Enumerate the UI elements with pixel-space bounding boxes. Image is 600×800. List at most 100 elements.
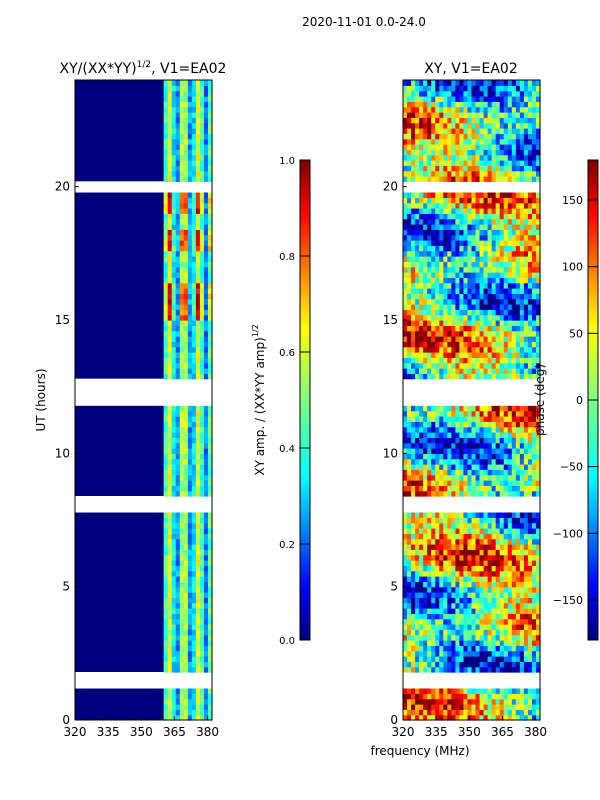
- phase-cell: [487, 229, 493, 236]
- phase-cell: [527, 368, 533, 374]
- phase-cell: [483, 336, 489, 342]
- phase-cell: [535, 464, 541, 470]
- phase-cell: [435, 533, 440, 540]
- phase-cell: [407, 144, 412, 150]
- phase-cell: [519, 624, 525, 630]
- phase-cell: [407, 469, 412, 476]
- phase-cell: [451, 442, 456, 449]
- phase-cell: [439, 90, 444, 97]
- amp-ratio-cell: [171, 352, 177, 358]
- phase-cell: [463, 624, 469, 630]
- amp-ratio-cell: [191, 149, 197, 156]
- amp-ratio-cell: [203, 213, 209, 220]
- amp-ratio-cell: [167, 512, 173, 518]
- phase-cell: [403, 272, 408, 278]
- phase-cell: [411, 309, 416, 316]
- phase-cell: [471, 218, 477, 225]
- phase-cell: [503, 277, 509, 284]
- phase-cell: [427, 437, 432, 444]
- phase-cell: [455, 202, 461, 209]
- amp-ratio-cell: [207, 597, 213, 604]
- amp-ratio-cell: [203, 357, 209, 364]
- phase-cell: [479, 170, 485, 177]
- phase-cell: [431, 101, 436, 108]
- phase-cell: [475, 522, 481, 529]
- phase-cell: [483, 96, 489, 102]
- phase-cell: [483, 320, 489, 326]
- phase-cell: [495, 469, 501, 476]
- phase-cell: [435, 362, 440, 369]
- amp-ratio-cell: [163, 277, 169, 284]
- phase-cell: [499, 309, 505, 316]
- phase-cell: [499, 618, 505, 625]
- phase-cell: [483, 698, 489, 705]
- phase-cell: [507, 154, 513, 161]
- phase-cell: [459, 96, 465, 102]
- phase-cell: [435, 458, 440, 465]
- phase-cell: [403, 618, 408, 625]
- amp-ratio-cell: [171, 448, 177, 454]
- amp-ratio-cell: [187, 458, 193, 465]
- phase-cell: [507, 197, 513, 204]
- phase-cell: [467, 688, 473, 694]
- phase-cell: [423, 117, 428, 124]
- phase-cell: [435, 240, 440, 246]
- phase-cell: [443, 229, 448, 236]
- phase-cell: [415, 170, 420, 177]
- phase-cell: [403, 464, 408, 470]
- phase-cell: [451, 528, 456, 534]
- phase-cell: [407, 517, 412, 524]
- phase-cell: [403, 442, 408, 449]
- amp-ratio-cell: [187, 586, 193, 593]
- amp-ratio-cell: [195, 362, 201, 369]
- phase-cell: [427, 170, 432, 177]
- amp-ratio-cell: [175, 170, 181, 177]
- phase-cell: [443, 298, 448, 305]
- phase-cell: [471, 480, 477, 486]
- amp-ratio-cell: [183, 261, 189, 268]
- phase-cell: [495, 517, 501, 524]
- amp-ratio-cell: [203, 282, 209, 289]
- phase-cell: [483, 362, 489, 369]
- phase-cell: [531, 309, 537, 316]
- phase-cell: [535, 106, 541, 113]
- phase-cell: [443, 528, 448, 534]
- amp-ratio-cell: [167, 666, 173, 673]
- phase-cell: [435, 437, 440, 444]
- amp-ratio-cell: [167, 330, 173, 337]
- phase-cell: [507, 517, 513, 524]
- phase-cell: [499, 538, 505, 545]
- phase-cell: [523, 282, 529, 289]
- phase-cell: [447, 656, 452, 662]
- phase-cell: [519, 538, 525, 545]
- phase-cell: [479, 346, 485, 353]
- phase-cell: [431, 629, 436, 636]
- amp-ratio-cell: [199, 426, 205, 433]
- phase-cell: [515, 80, 521, 86]
- phase-cell: [455, 533, 461, 540]
- phase-cell: [427, 218, 432, 225]
- phase-cell: [535, 245, 541, 252]
- phase-cell: [471, 624, 477, 630]
- phase-cell: [455, 80, 461, 86]
- phase-cell: [527, 272, 533, 278]
- phase-cell: [431, 666, 436, 673]
- phase-cell: [463, 341, 469, 348]
- phase-cell: [447, 256, 452, 262]
- phase-cell: [531, 464, 537, 470]
- phase-cell: [463, 293, 469, 300]
- phase-cell: [447, 85, 452, 92]
- amp-ratio-cell: [171, 293, 177, 300]
- amp-ratio-cell: [175, 650, 181, 657]
- phase-cell: [407, 293, 412, 300]
- phase-cell: [475, 256, 481, 262]
- phase-cell: [527, 362, 533, 369]
- phase-cell: [463, 581, 469, 588]
- phase-cell: [507, 261, 513, 268]
- phase-cell: [463, 565, 469, 572]
- phase-cell: [443, 613, 448, 620]
- phase-cell: [535, 570, 541, 577]
- phase-cell: [427, 138, 432, 145]
- phase-cell: [531, 138, 537, 145]
- phase-cell: [503, 533, 509, 540]
